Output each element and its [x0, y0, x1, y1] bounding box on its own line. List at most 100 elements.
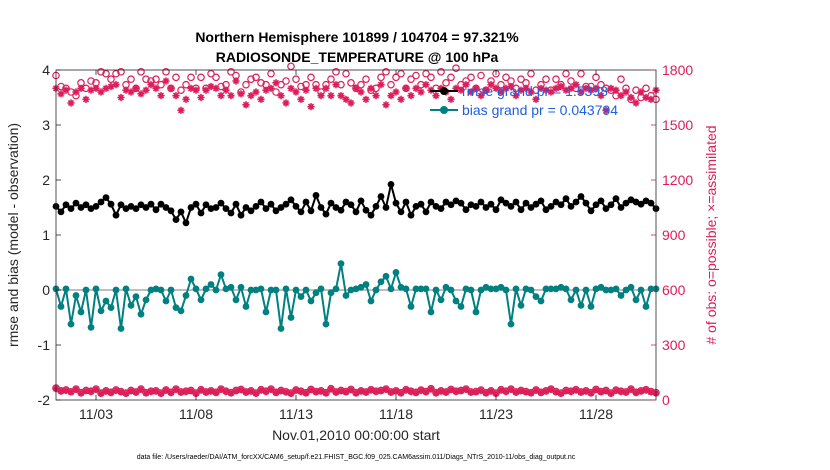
assimilated-point: [307, 103, 315, 111]
bias-point: [392, 269, 400, 276]
bias_assimilated-point: [412, 389, 420, 397]
bias_assimilated-point: [262, 388, 270, 396]
assimilated-point: [192, 86, 200, 94]
bias-point: [157, 286, 165, 294]
rmse-point: [227, 209, 235, 217]
assimilated-point: [282, 99, 290, 107]
assimilated-point: [187, 84, 195, 92]
rmse-point: [257, 198, 265, 206]
assimilated-point: [77, 84, 85, 92]
bias_assimilated-point: [257, 386, 265, 394]
possible-point: [362, 75, 370, 83]
assimilated-point: [202, 86, 210, 94]
bias_assimilated-point: [377, 387, 385, 395]
assimilated-point: [542, 86, 550, 94]
bias-point: [582, 286, 590, 294]
assimilated-point: [72, 88, 80, 96]
bias_assimilated-point: [562, 387, 570, 395]
assimilated-point: [242, 101, 250, 109]
bias_assimilated-point: [327, 385, 335, 393]
assimilated-point: [62, 86, 70, 94]
bias-point: [432, 286, 440, 294]
assimilated-point: [132, 84, 140, 92]
bias_assimilated-point: [597, 388, 605, 396]
rmse-point: [152, 206, 160, 214]
bias_assimilated-point: [407, 388, 415, 396]
bias-point: [532, 293, 540, 300]
bias-point: [562, 285, 570, 293]
assimilated-point: [167, 84, 175, 92]
rmse-point: [137, 201, 145, 209]
data-file-footnote: data file: /Users/raeder/DAI/ATM_forcXX/…: [137, 454, 576, 461]
bias-point: [287, 314, 295, 321]
bias-point: [187, 275, 195, 283]
bias_assimilated-point: [232, 387, 240, 395]
bias_assimilated-point: [122, 389, 130, 397]
series-layer: [52, 62, 660, 397]
rmse-point: [507, 203, 515, 210]
bias_assimilated-point: [512, 388, 520, 396]
assimilated-point: [87, 86, 95, 94]
bias_assimilated-point: [322, 389, 330, 397]
x-tick-label: 11/23: [479, 406, 513, 422]
bias-point: [382, 272, 390, 280]
possible-point: [152, 75, 160, 83]
rmse-point: [157, 200, 165, 208]
bias_assimilated-point: [347, 386, 355, 394]
assimilated-point: [592, 84, 600, 92]
bias-point: [457, 303, 465, 310]
rmse-point: [462, 206, 470, 214]
assimilated-point: [562, 86, 570, 94]
assimilated-point: [317, 92, 325, 100]
assimilated-point: [92, 84, 100, 92]
bias-point: [472, 308, 480, 316]
bias_assimilated-point: [367, 386, 375, 394]
assimilated-point: [412, 84, 420, 92]
assimilated-point: [367, 84, 375, 92]
x-tick-label: 11/18: [379, 406, 413, 422]
rmse-point: [162, 204, 170, 211]
chart-title-line1: Northern Hemisphere 101899 / 104704 = 97…: [195, 29, 519, 45]
possible-point: [342, 69, 350, 78]
bias-point: [612, 285, 620, 293]
rmse-point: [352, 208, 360, 216]
bias-point: [277, 325, 285, 332]
assimilated-point: [517, 86, 525, 94]
assimilated-point: [292, 88, 300, 96]
assimilated-point: [142, 86, 150, 94]
bias-point: [262, 308, 270, 316]
rmse-point: [647, 199, 655, 207]
bias_assimilated-point: [67, 388, 75, 396]
bias-point: [467, 286, 475, 294]
assimilated-point: [377, 81, 385, 89]
bias_assimilated-point: [117, 388, 125, 396]
assimilated-point: [262, 86, 270, 94]
legend-bias-label: bias grand pr = 0.043794: [462, 102, 618, 118]
assimilated-point: [252, 88, 260, 96]
bias-point: [427, 308, 435, 316]
bias-point: [507, 320, 515, 328]
bias_assimilated-point: [402, 386, 410, 394]
rmse-point: [367, 211, 375, 219]
bias_assimilated-point: [207, 387, 215, 395]
legend: rmse grand pr = 1.5398 bias grand pr = 0…: [430, 83, 618, 118]
bias-point: [402, 285, 410, 293]
bias-point: [587, 303, 595, 310]
bias-point: [317, 285, 325, 293]
bias-point: [627, 283, 635, 291]
bias_assimilated-point: [567, 388, 575, 396]
possible-point: [142, 75, 150, 83]
assimilated-point: [597, 92, 605, 100]
bias-point: [597, 283, 605, 291]
assimilated-point: [227, 92, 235, 100]
rmse-point: [102, 194, 110, 202]
series-bias: [52, 260, 660, 332]
bias_assimilated-point: [337, 387, 345, 395]
bias_assimilated-point: [357, 387, 365, 395]
assimilated-point: [237, 90, 245, 98]
possible-point: [227, 68, 235, 76]
assimilated-point: [127, 88, 135, 96]
possible-point: [212, 73, 220, 82]
possible-point: [347, 79, 355, 87]
possible-point: [177, 86, 185, 94]
